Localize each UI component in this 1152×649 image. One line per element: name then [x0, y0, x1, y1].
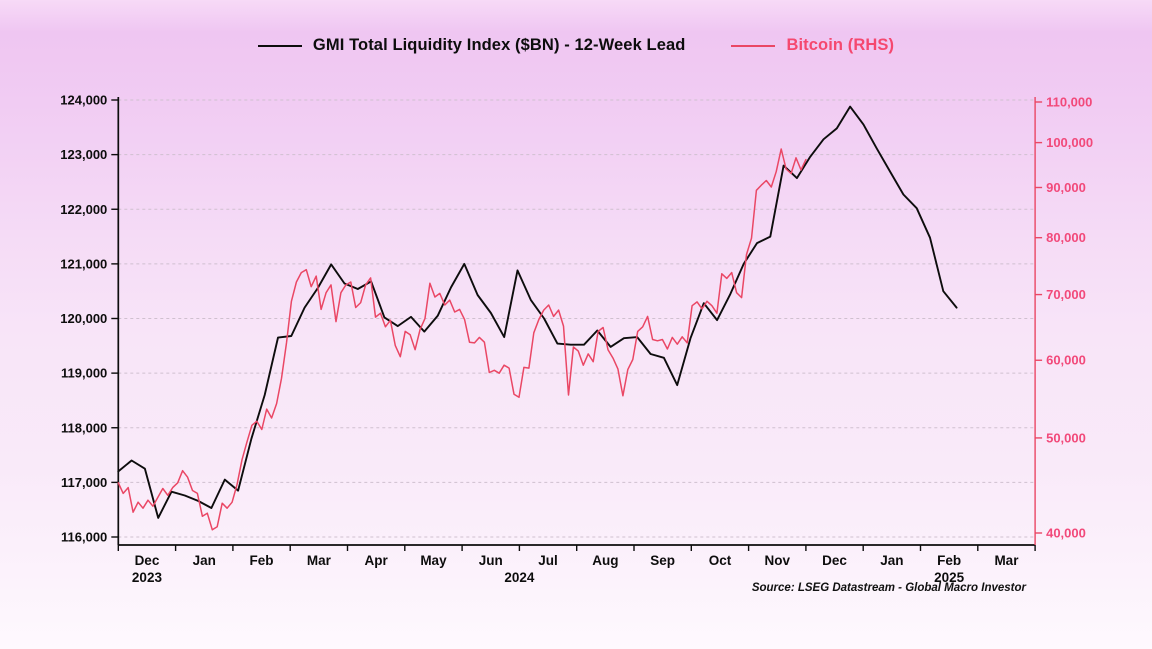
month-tick-label: Mar — [307, 553, 332, 568]
month-tick-label: May — [420, 553, 447, 568]
month-tick-label: Dec — [135, 553, 160, 568]
left-axis-tick-label: 122,000 — [60, 202, 107, 217]
legend-label-bitcoin: Bitcoin (RHS) — [786, 36, 895, 54]
legend-label-gmi: GMI Total Liquidity Index ($BN) - 12-Wee… — [312, 36, 686, 54]
month-tick-label: Jul — [538, 553, 558, 568]
left-axis-tick-label: 118,000 — [61, 420, 107, 435]
series-line-bitcoin — [117, 148, 807, 531]
right-axis-tick-label: 50,000 — [1046, 430, 1086, 445]
left-axis-tick-label: 121,000 — [60, 256, 107, 271]
month-tick-label: Feb — [250, 553, 274, 568]
series-line-gmi-liquidity — [117, 105, 958, 519]
month-tick-label: Sep — [650, 553, 675, 568]
right-axis-tick-label: 80,000 — [1046, 230, 1086, 245]
left-axis-tick-label: 123,000 — [60, 147, 107, 162]
left-axis-tick-label: 124,000 — [60, 93, 107, 108]
month-tick-label: Jun — [479, 553, 503, 568]
left-axis-tick-label: 116,000 — [61, 530, 107, 545]
left-axis-tick-label: 117,000 — [61, 475, 107, 490]
right-axis-tick-label: 100,000 — [1046, 135, 1093, 150]
month-tick-label: Nov — [764, 553, 790, 568]
month-tick-label: Feb — [937, 553, 961, 568]
month-tick-label: Oct — [709, 553, 732, 568]
month-tick-label: Jan — [193, 553, 216, 568]
chart-legend: GMI Total Liquidity Index ($BN) - 12-Wee… — [0, 36, 1152, 55]
right-axis-tick-label: 70,000 — [1046, 287, 1086, 302]
right-axis-tick-label: 40,000 — [1046, 526, 1086, 541]
left-axis-tick-label: 119,000 — [61, 366, 107, 381]
month-tick-label: Jan — [880, 553, 903, 568]
legend-item-gmi: GMI Total Liquidity Index ($BN) - 12-Wee… — [257, 36, 686, 55]
left-axis-tick-label: 120,000 — [60, 311, 107, 326]
right-axis-tick-label: 110,000 — [1046, 95, 1092, 110]
right-axis-tick-label: 60,000 — [1046, 353, 1086, 368]
year-label: 2023 — [132, 570, 163, 585]
year-label: 2024 — [504, 570, 535, 585]
month-tick-label: Aug — [592, 553, 618, 568]
gmi-line-swatch — [257, 44, 302, 47]
month-tick-label: Dec — [822, 553, 847, 568]
year-label: 2025 — [934, 570, 965, 585]
bitcoin-line-swatch — [731, 44, 776, 47]
month-tick-label: Apr — [365, 553, 389, 568]
month-tick-label: Mar — [994, 553, 1019, 568]
right-axis-tick-label: 90,000 — [1046, 180, 1086, 195]
legend-item-bitcoin: Bitcoin (RHS) — [731, 36, 894, 55]
source-note: Source: LSEG Datastream - Global Macro I… — [751, 582, 1026, 594]
